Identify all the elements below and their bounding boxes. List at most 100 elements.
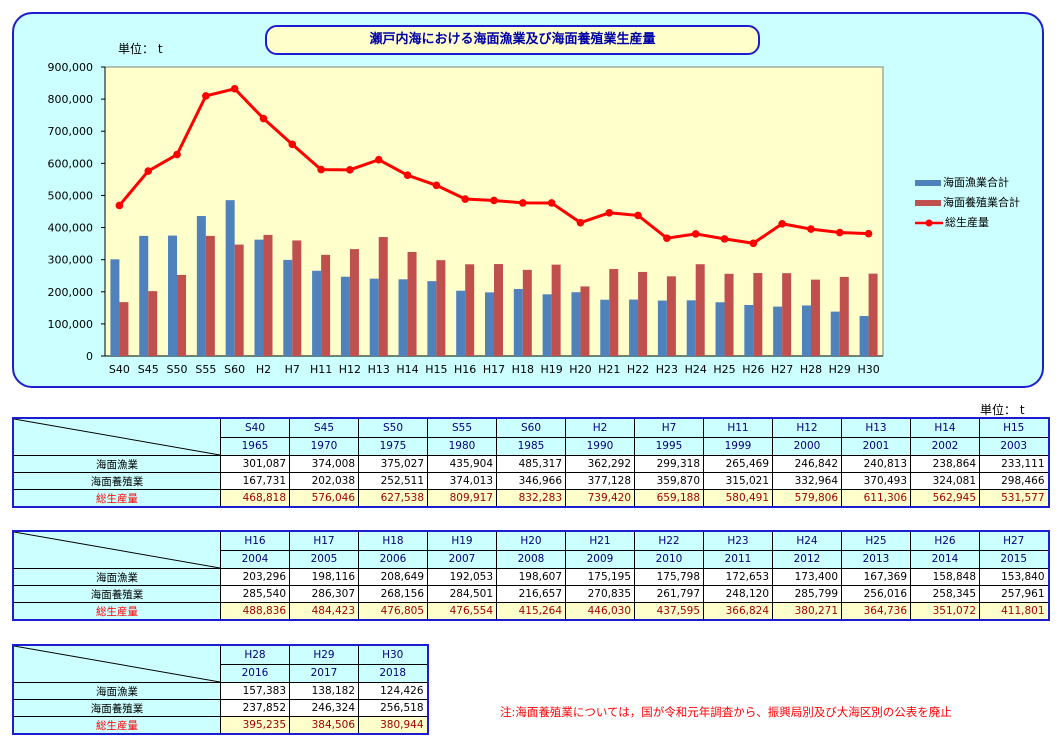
- bar-fishery: [715, 302, 725, 356]
- table-cell: 484,423: [289, 602, 359, 621]
- data-table-1: S40 S45 S50 S55 S60 H2 H7 H11 H12 H13 H14 H15 1965 19…: [12, 417, 1050, 508]
- bar-aquaculture: [407, 251, 417, 356]
- point-total: [259, 114, 268, 123]
- table-cell: 351,072: [910, 602, 980, 621]
- bar-aquaculture: [580, 286, 590, 356]
- era-header: H11: [703, 417, 773, 438]
- table-cell: 832,283: [496, 489, 566, 508]
- x-tick-label: H26: [742, 363, 764, 376]
- bar-aquaculture: [695, 264, 705, 356]
- bar-aquaculture: [522, 269, 532, 356]
- year-header: 1965: [220, 436, 290, 457]
- bar-aquaculture: [234, 244, 244, 356]
- x-tick-label: H15: [425, 363, 447, 376]
- bar-fishery: [312, 270, 322, 356]
- point-total: [835, 228, 844, 237]
- point-total: [749, 239, 758, 248]
- table-cell: 237,852: [220, 699, 290, 717]
- bar-fishery: [542, 294, 552, 356]
- era-header: S40: [220, 417, 290, 438]
- table-cell: 261,797: [634, 585, 704, 603]
- x-tick-label: S45: [138, 363, 159, 376]
- year-header: 1980: [427, 436, 497, 457]
- chart-title: 瀬戸内海における海面漁業及び海面養殖業生産量: [265, 25, 760, 55]
- era-header: H2: [565, 417, 635, 438]
- table-cell: 285,799: [772, 585, 842, 603]
- x-tick-label: H20: [569, 363, 591, 376]
- table-cell: 366,824: [703, 602, 773, 621]
- era-header: H17: [289, 530, 359, 551]
- point-total: [547, 199, 556, 207]
- x-tick-label: S55: [195, 363, 216, 376]
- table-cell: 167,369: [841, 568, 911, 586]
- table-cell: 576,046: [289, 489, 359, 508]
- year-header: 2011: [703, 549, 773, 570]
- x-tick-label: S40: [109, 363, 130, 376]
- table-cell: 265,469: [703, 455, 773, 473]
- table-cell: 246,324: [289, 699, 359, 717]
- year-header: 2012: [772, 549, 842, 570]
- year-header: 2003: [979, 436, 1049, 457]
- bar-aquaculture: [349, 249, 359, 356]
- table-cell: 739,420: [565, 489, 635, 508]
- bar-fishery: [225, 200, 235, 356]
- table-cell: 395,235: [220, 716, 290, 735]
- point-total: [634, 211, 642, 220]
- x-tick-label: H28: [800, 363, 822, 376]
- bar-fishery: [427, 281, 437, 356]
- era-header: H27: [979, 530, 1049, 551]
- row-label: 総生産量: [12, 602, 221, 621]
- bar-fishery: [168, 235, 178, 356]
- era-header: S50: [358, 417, 428, 438]
- row-label: 海面養殖業: [12, 699, 221, 717]
- year-header: 2009: [565, 549, 635, 570]
- table-cell: 411,801: [979, 602, 1049, 621]
- table-cell: 468,818: [220, 489, 290, 508]
- bar-fishery: [830, 311, 840, 356]
- point-total: [807, 225, 815, 233]
- era-header: H23: [703, 530, 773, 551]
- table-cell: 374,013: [427, 472, 497, 490]
- bar-fishery: [513, 289, 523, 356]
- era-header: H15: [979, 417, 1049, 438]
- table-cell: 384,506: [289, 716, 359, 735]
- bar-aquaculture: [839, 276, 849, 356]
- point-total: [778, 219, 786, 228]
- year-header: 2001: [841, 436, 911, 457]
- point-total: [519, 199, 527, 207]
- table-cell: 488,836: [220, 602, 290, 621]
- point-total: [346, 166, 354, 174]
- year-header: 2004: [220, 549, 290, 570]
- table-cell: 246,842: [772, 455, 842, 473]
- x-tick-label: H30: [857, 363, 879, 376]
- era-header: H26: [910, 530, 980, 551]
- table-corner: [12, 644, 221, 683]
- table-cell: 202,038: [289, 472, 359, 490]
- legend-label-aquaculture: 海面養殖業合計: [943, 196, 1020, 209]
- point-total: [144, 167, 153, 175]
- table-row: 海面漁業 203,296 198,116 208,649 192,053 198,607 1…: [12, 568, 1049, 586]
- era-header: H20: [496, 530, 566, 551]
- table-cell: 375,027: [358, 455, 428, 473]
- table-cell: 158,848: [910, 568, 980, 586]
- x-tick-label: H19: [540, 363, 562, 376]
- bar-fishery: [686, 300, 696, 356]
- point-total: [288, 140, 297, 149]
- table-corner: [12, 530, 221, 569]
- point-total: [403, 171, 412, 180]
- table-cell: 284,501: [427, 585, 497, 603]
- bar-fishery: [196, 216, 206, 356]
- row-label: 海面漁業: [12, 568, 221, 586]
- table-cell: 175,195: [565, 568, 635, 586]
- bar-fishery: [629, 299, 639, 356]
- table-cell: 332,964: [772, 472, 842, 490]
- table-cell: 437,595: [634, 602, 704, 621]
- bar-aquaculture: [148, 291, 158, 356]
- point-total: [864, 229, 873, 238]
- bar-aquaculture: [551, 264, 561, 356]
- bar-aquaculture: [724, 273, 734, 356]
- era-header: H18: [358, 530, 428, 551]
- chart-unit-label: 単位： t: [118, 42, 163, 56]
- table-cell: 380,271: [772, 602, 842, 621]
- table-cell: 153,840: [979, 568, 1049, 586]
